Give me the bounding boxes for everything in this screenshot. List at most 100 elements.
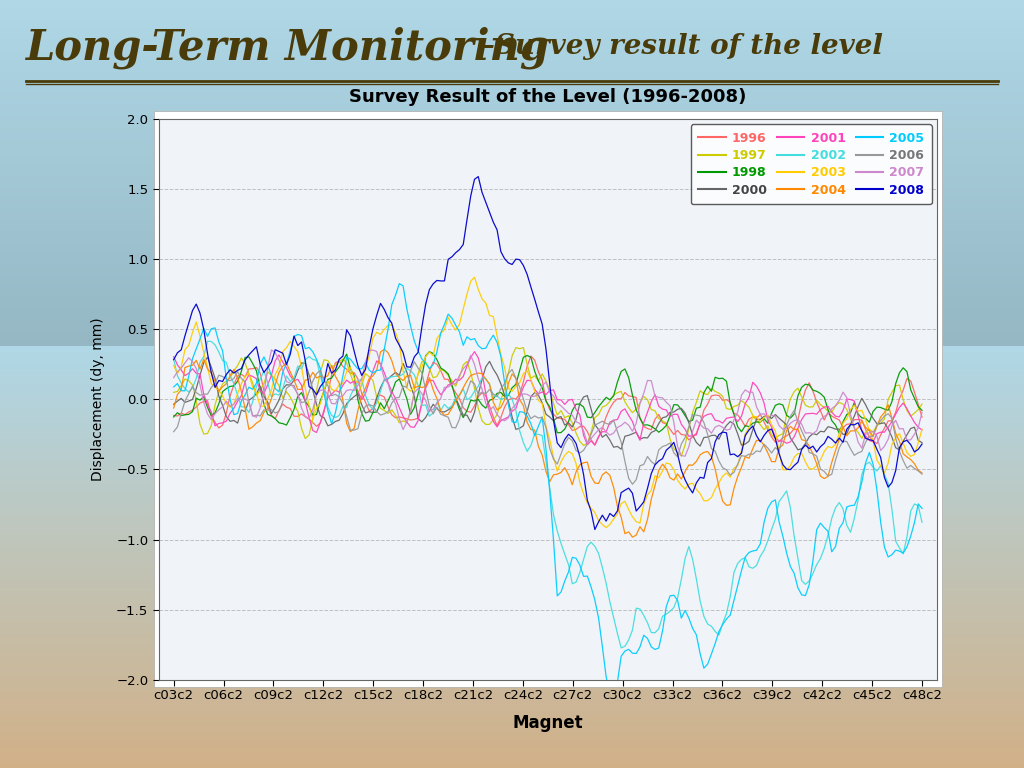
Bar <box>0 157 1024 161</box>
Bar <box>0 657 1024 660</box>
Bar <box>0 292 1024 296</box>
Bar <box>0 115 1024 119</box>
Bar <box>0 618 1024 622</box>
Bar <box>0 196 1024 200</box>
Bar <box>0 484 1024 488</box>
Bar <box>0 8 1024 12</box>
Bar <box>0 576 1024 580</box>
Bar <box>0 261 1024 265</box>
Bar <box>0 430 1024 434</box>
Bar <box>0 480 1024 484</box>
Bar <box>0 515 1024 518</box>
Bar <box>0 123 1024 127</box>
Bar <box>0 449 1024 453</box>
Text: Long-Term Monitoring: Long-Term Monitoring <box>26 27 550 69</box>
Bar <box>0 572 1024 576</box>
Title: Survey Result of the Level (1996-2008): Survey Result of the Level (1996-2008) <box>349 88 746 107</box>
Bar <box>0 31 1024 35</box>
Bar <box>0 204 1024 207</box>
Bar <box>0 142 1024 146</box>
Bar <box>0 146 1024 150</box>
Bar <box>0 730 1024 733</box>
Bar <box>0 253 1024 257</box>
Bar <box>0 330 1024 334</box>
Bar <box>0 19 1024 23</box>
Bar <box>0 46 1024 50</box>
Bar <box>0 760 1024 764</box>
Bar <box>0 695 1024 699</box>
Bar <box>0 622 1024 626</box>
Bar <box>0 653 1024 657</box>
Bar <box>0 323 1024 326</box>
X-axis label: Magnet: Magnet <box>513 713 583 731</box>
Bar <box>0 104 1024 108</box>
Bar <box>0 530 1024 534</box>
Bar <box>0 522 1024 526</box>
Bar <box>0 599 1024 603</box>
Bar <box>0 453 1024 457</box>
Bar <box>0 303 1024 307</box>
Bar <box>0 753 1024 756</box>
Bar <box>0 584 1024 588</box>
Bar <box>0 676 1024 680</box>
Bar <box>0 296 1024 300</box>
Bar <box>0 84 1024 88</box>
Bar <box>0 545 1024 549</box>
Bar <box>0 380 1024 384</box>
Bar <box>0 111 1024 115</box>
Bar <box>0 238 1024 242</box>
Bar <box>0 188 1024 192</box>
Bar <box>0 538 1024 541</box>
Bar <box>0 461 1024 465</box>
Bar <box>0 630 1024 634</box>
Bar <box>0 357 1024 361</box>
Bar <box>0 154 1024 157</box>
Bar <box>0 65 1024 69</box>
Bar <box>0 257 1024 261</box>
Bar <box>0 407 1024 411</box>
Bar <box>0 73 1024 77</box>
Bar <box>0 499 1024 503</box>
Bar <box>0 88 1024 92</box>
Bar <box>0 507 1024 511</box>
Bar <box>0 434 1024 438</box>
Bar <box>0 230 1024 234</box>
Bar <box>0 346 1024 349</box>
Bar <box>0 553 1024 557</box>
Bar <box>0 169 1024 173</box>
Bar <box>0 457 1024 461</box>
Bar <box>0 649 1024 653</box>
Bar <box>0 564 1024 568</box>
Bar <box>0 250 1024 253</box>
Bar <box>0 81 1024 84</box>
Bar <box>0 315 1024 319</box>
Bar <box>0 372 1024 376</box>
Bar <box>0 714 1024 718</box>
Bar <box>0 342 1024 346</box>
Bar <box>0 42 1024 46</box>
Bar <box>0 50 1024 54</box>
Bar <box>0 614 1024 618</box>
Bar <box>0 234 1024 238</box>
Bar <box>0 495 1024 499</box>
Bar <box>0 641 1024 645</box>
Bar <box>0 419 1024 422</box>
Bar <box>0 488 1024 492</box>
Bar <box>0 200 1024 204</box>
Bar <box>0 334 1024 338</box>
Bar <box>0 326 1024 330</box>
Bar <box>0 219 1024 223</box>
Bar <box>0 603 1024 607</box>
Bar <box>0 691 1024 695</box>
Bar <box>0 476 1024 480</box>
Bar <box>0 35 1024 38</box>
Bar <box>0 223 1024 227</box>
Bar <box>0 396 1024 399</box>
Bar <box>0 388 1024 392</box>
Bar <box>0 660 1024 664</box>
Bar <box>0 338 1024 342</box>
Bar <box>0 77 1024 81</box>
Bar <box>0 361 1024 365</box>
Bar <box>0 161 1024 165</box>
Bar <box>0 61 1024 65</box>
